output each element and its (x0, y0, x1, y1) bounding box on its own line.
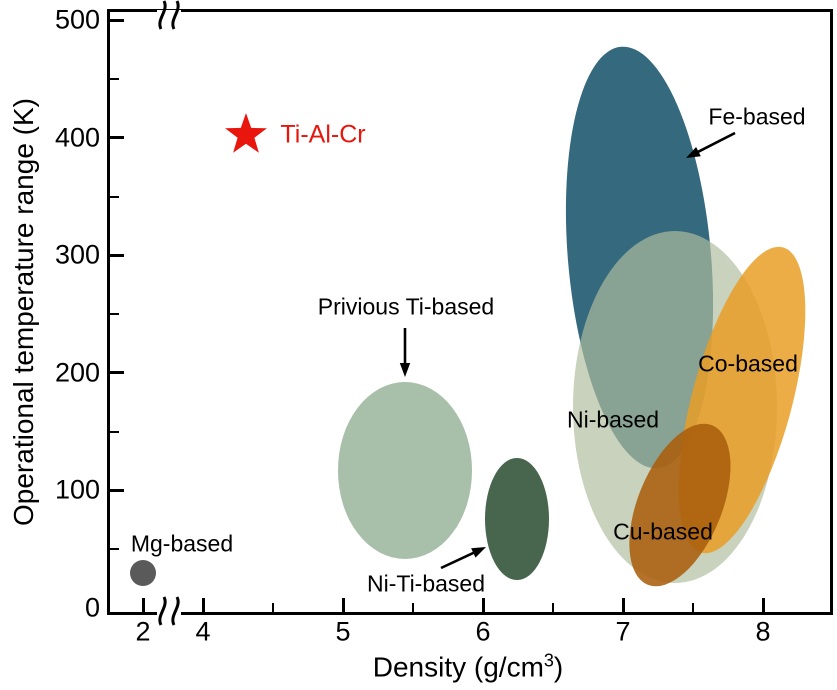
y-tick-major (110, 136, 124, 140)
x-tick-label: 6 (475, 616, 491, 647)
star-icon (225, 113, 268, 154)
point-mg (130, 559, 156, 586)
y-tick-minor (110, 78, 119, 81)
plot-area: Fe-based Privious Ti-based Ni-Ti-based Ni-b… (107, 9, 833, 615)
x-axis-title-text: Density (g/cm (372, 651, 544, 683)
x-tick-major (201, 598, 205, 612)
y-tick-minor (110, 313, 119, 316)
y-tick-label: 500 (54, 4, 100, 35)
y-tick-major (110, 18, 124, 22)
x-tick-label: 7 (615, 616, 631, 647)
y-tick-minor (110, 195, 119, 198)
star-marker-ti-al-cr (225, 113, 268, 154)
region-label-ti-al-cr: Ti-Al-Cr (280, 120, 366, 149)
x-tick-minor (272, 603, 274, 612)
x-axis-title: Density (g/cm3) (373, 650, 564, 683)
region-label-ni-ti: Ni-Ti-based (366, 570, 486, 597)
arrow-head-prev-ti (399, 363, 411, 377)
x-axis-break-top-icon (157, 0, 181, 30)
y-tick-label: 300 (54, 239, 100, 270)
x-tick-major (141, 598, 145, 612)
region-label-co: Co-based (698, 350, 798, 377)
region-label-cu: Cu-based (613, 518, 713, 545)
y-tick-label: 0 (84, 592, 100, 623)
x-tick-minor (552, 603, 554, 612)
region-label-prev-ti: Privious Ti-based (317, 293, 495, 320)
y-axis-title: Operational temperature range (K) (8, 98, 39, 526)
y-tick-major (110, 488, 124, 492)
y-tick-major (110, 371, 124, 375)
x-tick-label: 8 (755, 616, 771, 647)
x-tick-minor (692, 603, 694, 612)
x-tick-major (621, 598, 625, 612)
y-tick-label: 200 (54, 357, 100, 388)
x-tick-minor (412, 603, 414, 612)
x-tick-label: 2 (135, 616, 151, 647)
x-axis-break-bottom-icon (157, 596, 181, 626)
x-tick-major (341, 598, 345, 612)
y-tick-minor (110, 430, 119, 433)
y-tick-major (110, 253, 124, 257)
region-ni-ti (484, 457, 549, 580)
x-tick-label: 5 (335, 616, 351, 647)
region-prev-ti (337, 382, 472, 559)
region-label-fe: Fe-based (708, 103, 806, 130)
arrow-line-ni-ti (440, 549, 479, 570)
region-label-mg: Mg-based (130, 530, 234, 557)
x-tick-major (761, 598, 765, 612)
arrow-head-ni-ti (471, 547, 486, 558)
x-axis-title-superscript: 3 (543, 650, 554, 671)
region-label-ni: Ni-based (566, 406, 660, 433)
x-axis-title-close: ) (553, 651, 564, 683)
x-tick-label: 4 (195, 616, 211, 647)
arrow-line-fe (693, 131, 736, 156)
y-tick-minor (110, 548, 119, 551)
y-tick-label: 100 (54, 474, 100, 505)
x-tick-major (481, 598, 485, 612)
y-tick-label: 400 (54, 122, 100, 153)
